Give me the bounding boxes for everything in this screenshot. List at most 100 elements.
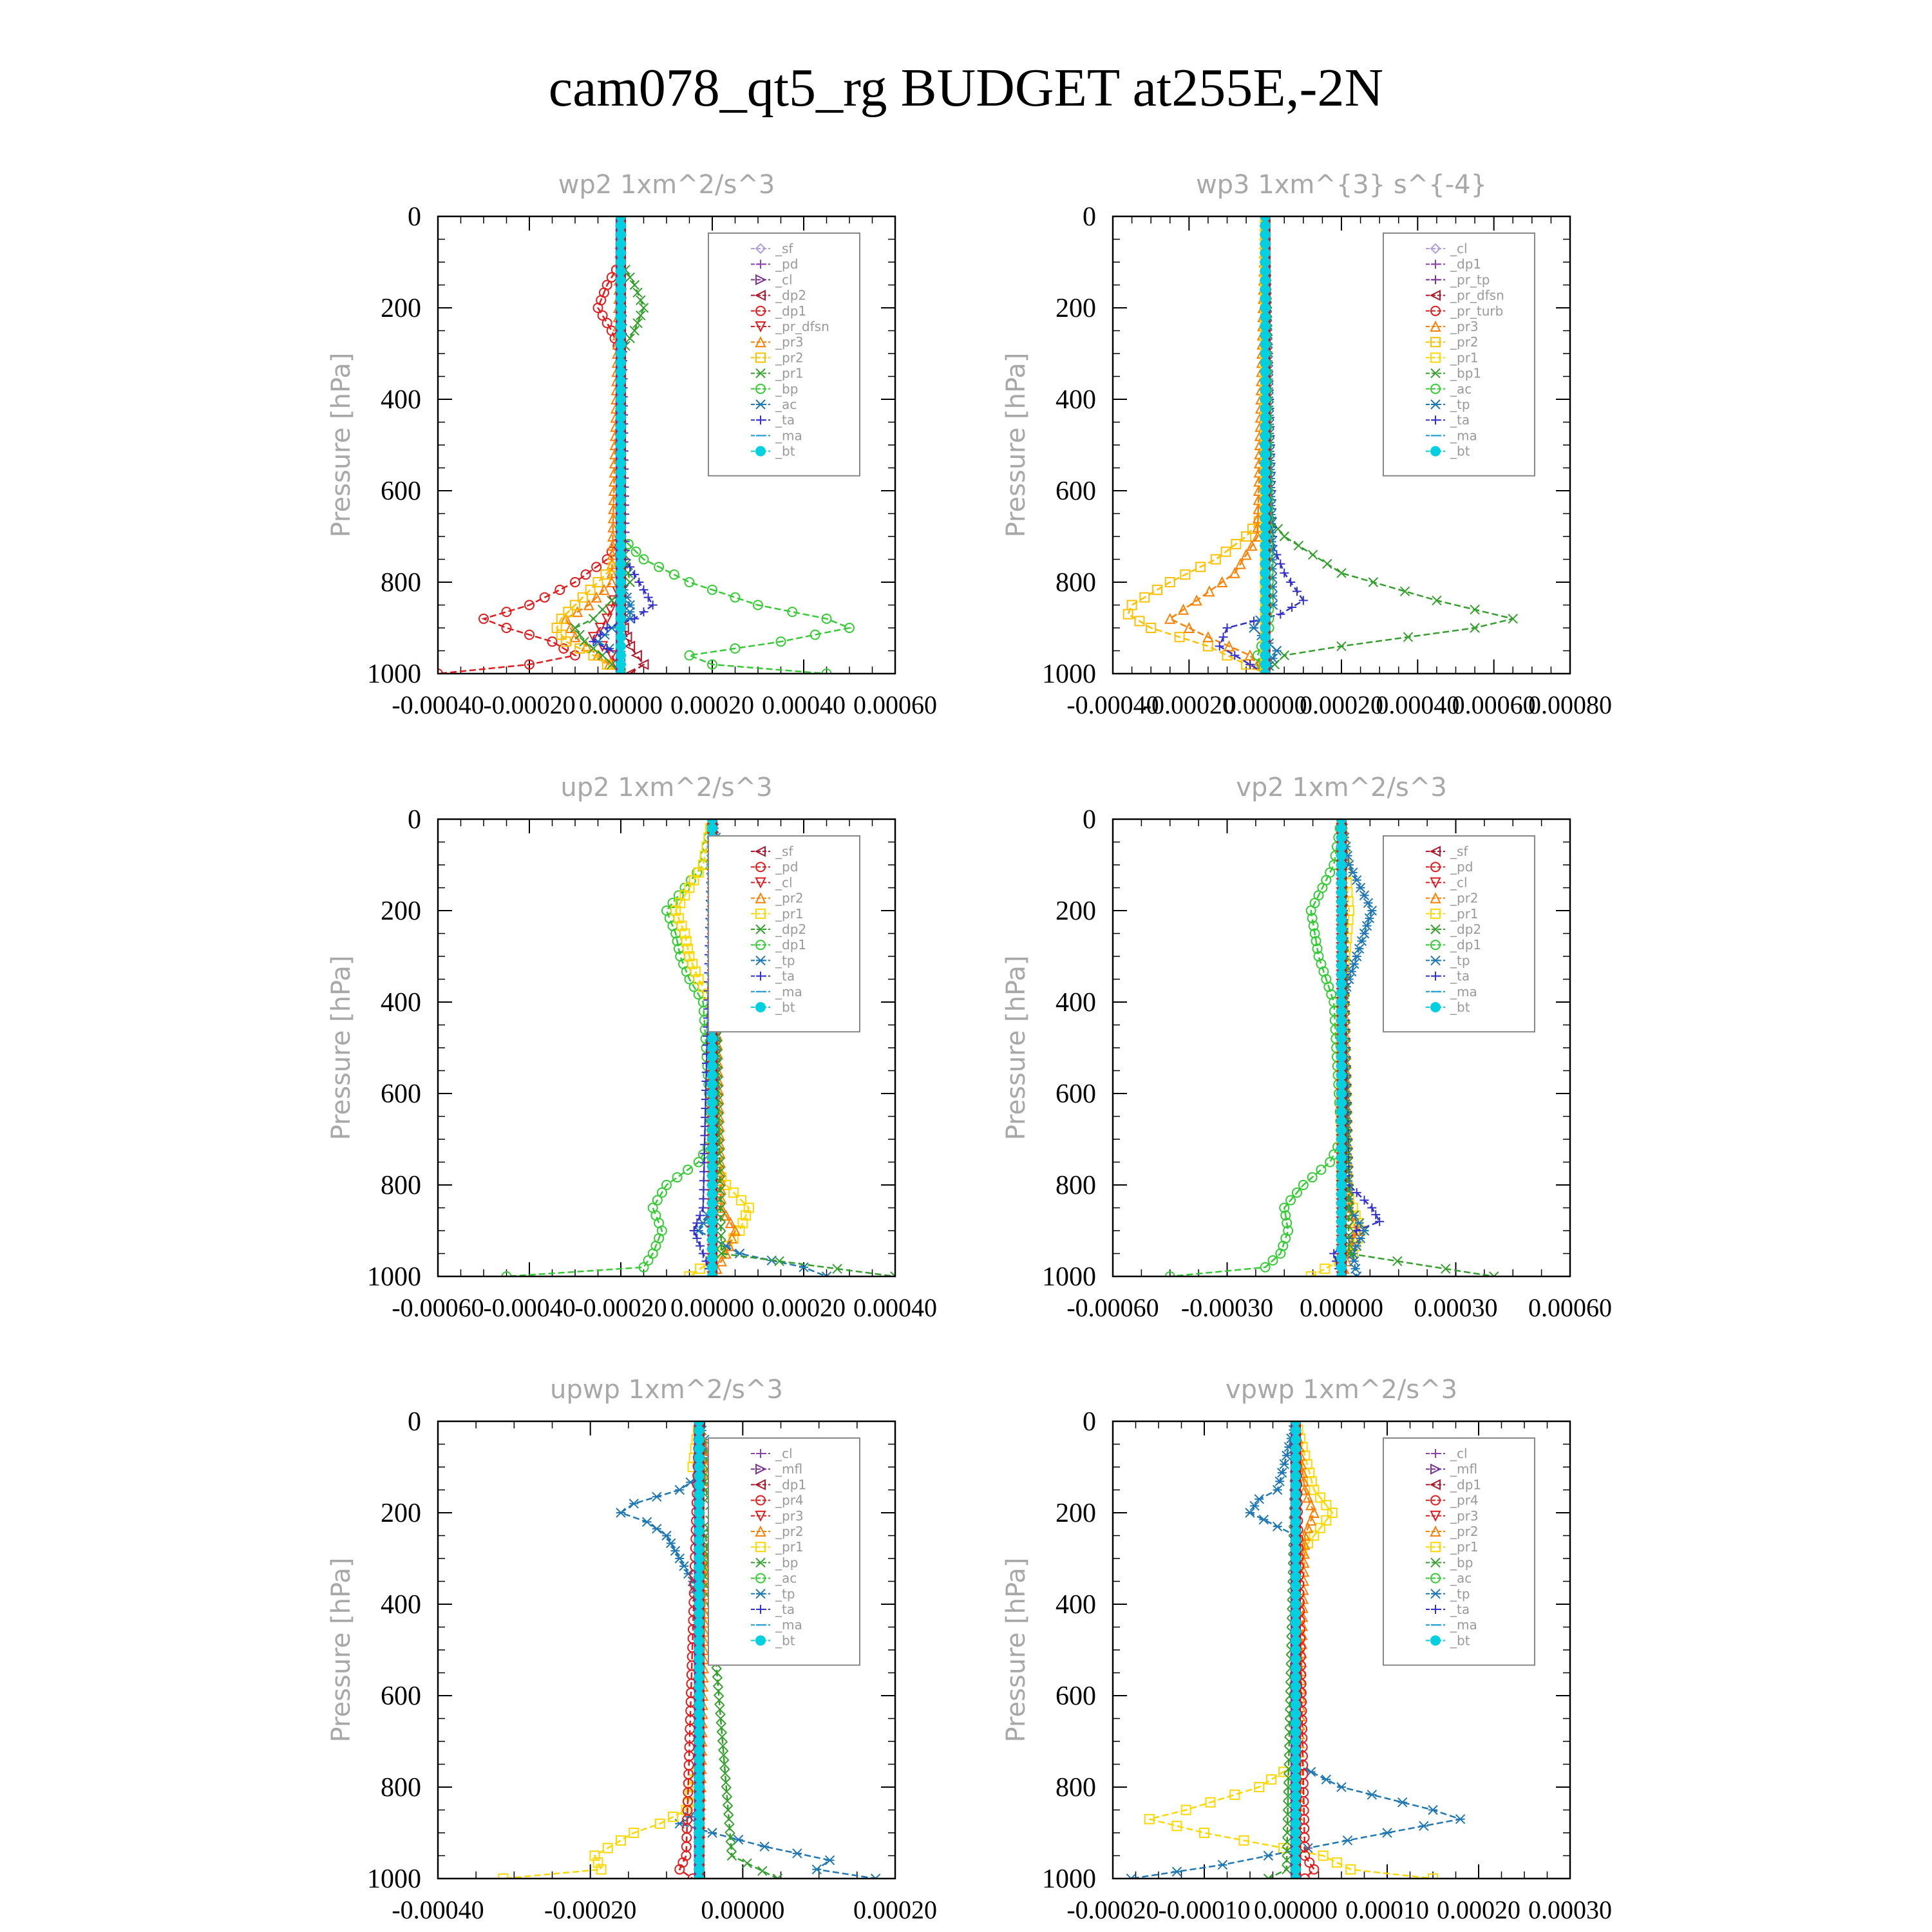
legend-entry: _dp1	[1450, 256, 1481, 272]
series-pr1-point	[681, 936, 692, 947]
y-axis-label: Pressure [hPa]	[327, 353, 356, 538]
series-bt-point	[1291, 1452, 1301, 1463]
legend-entry: _bp	[775, 1555, 798, 1570]
series-pr1-point	[597, 604, 608, 615]
series-bt-point	[616, 577, 626, 587]
series-bt-point	[1260, 312, 1271, 323]
series-bt-point	[616, 513, 626, 524]
series-bp-point	[1282, 1837, 1293, 1847]
legend-entry: _bt	[775, 999, 795, 1015]
series-bt-point	[694, 1736, 705, 1747]
y-tick-label: 1000	[367, 1864, 421, 1894]
legend-box	[708, 232, 860, 477]
series-ta-point	[1359, 1195, 1369, 1205]
legend-marker	[755, 908, 766, 919]
legend-entry: _pd	[775, 256, 798, 272]
series-bt-point	[1291, 1471, 1301, 1482]
series-bt-point	[1260, 229, 1271, 240]
legend-marker	[755, 1557, 766, 1568]
series-pr1-point	[1327, 1508, 1338, 1518]
series-bt-point	[616, 220, 626, 231]
series-bt-point	[616, 257, 626, 267]
series-bt-point	[1291, 1544, 1301, 1555]
series-pr1-point	[1428, 1873, 1438, 1879]
legend-entry: _cl	[1450, 1446, 1468, 1461]
series-tp-point	[870, 1873, 881, 1879]
series-bt-point	[1336, 978, 1347, 989]
series-dp2-point	[1488, 1271, 1499, 1276]
series-pr2-point	[720, 1209, 732, 1221]
series-pr3-point	[1183, 621, 1195, 633]
series-tp-point	[1363, 898, 1374, 908]
x-tick-label: 0.00060	[1528, 1293, 1612, 1322]
series-tp-point	[1342, 1835, 1353, 1846]
series-bt-point	[707, 1061, 717, 1072]
series-bt-point	[707, 1143, 717, 1154]
series-tp-point	[1126, 1873, 1137, 1879]
series-dp2-point	[716, 1239, 726, 1250]
series-dp1-point	[501, 607, 512, 618]
series-ta-point	[698, 1249, 708, 1258]
series-bt-point	[1291, 1608, 1301, 1619]
y-axis-label: Pressure [hPa]	[327, 1558, 356, 1743]
series-dp1-point	[1325, 1157, 1336, 1168]
series-dp1-point	[1311, 936, 1321, 947]
series-pr1-point	[683, 943, 694, 954]
series-pr1-point	[589, 1850, 600, 1861]
series-pr4-point	[1300, 1873, 1311, 1879]
series-bt-point	[1291, 1498, 1301, 1509]
series-bt-point	[1260, 440, 1271, 450]
series-pr1-point	[1309, 1484, 1320, 1495]
series-ta-point	[602, 623, 612, 632]
y-tick-label: 200	[381, 1499, 421, 1528]
series-ta-point	[698, 1203, 708, 1213]
series-tp-point	[1361, 920, 1372, 931]
series-dp1-point	[539, 592, 550, 603]
legend-entry: _dp2	[775, 288, 806, 303]
y-axis-label: Pressure [hPa]	[1001, 1558, 1031, 1743]
series-pr1-point	[579, 636, 589, 647]
series-bp1-point	[1470, 623, 1480, 633]
series-bt-point	[1260, 549, 1271, 560]
legend-marker	[1430, 383, 1441, 394]
series-tp-point	[1428, 1804, 1438, 1815]
series-bt-point	[1291, 1462, 1301, 1472]
series-ta-point	[1245, 659, 1255, 669]
x-tick-label: 0.00060	[853, 690, 937, 719]
series-bt-point	[1260, 321, 1271, 332]
series-bt-point	[1260, 558, 1271, 569]
series-bt-point	[694, 1645, 705, 1655]
series-bt-point	[616, 549, 626, 560]
legend-entry: _bt	[775, 1633, 795, 1648]
series-tp-point	[1321, 1774, 1332, 1785]
series-tp-point	[1348, 867, 1358, 878]
legend-entry: _bt	[775, 444, 795, 459]
series-ta-point	[1222, 623, 1232, 632]
y-tick-label: 400	[381, 988, 421, 1018]
series-bt-point	[694, 1599, 705, 1609]
series-bt-point	[707, 1115, 717, 1126]
legend-box	[1383, 835, 1535, 1033]
series-dp2-point	[715, 1203, 726, 1213]
series-bp1-point	[1307, 549, 1318, 560]
legend-entry: _dp1	[775, 1477, 806, 1492]
series-bt-point	[707, 1180, 717, 1190]
series-bt-point	[707, 1134, 717, 1144]
series-bt-point	[1291, 1645, 1301, 1655]
x-tick-label: 0.00030	[1414, 1293, 1498, 1322]
series-bt-point	[707, 1170, 717, 1181]
legend-entry: _pr2	[1450, 334, 1479, 350]
series-bp-point	[757, 1866, 768, 1876]
series-dp1-point	[683, 1164, 694, 1175]
legend-marker	[1430, 368, 1441, 379]
series-bp-line	[1267, 1421, 1297, 1879]
series-bt-point	[1336, 1170, 1347, 1181]
series-pr1-point	[625, 333, 635, 344]
series-ta-point	[643, 592, 653, 602]
series-bt-point	[707, 823, 717, 834]
series-pr1-line	[503, 1421, 753, 1879]
series-bt-point	[616, 531, 626, 542]
series-dp1-point	[1279, 1202, 1290, 1213]
series-pr2-point	[1139, 592, 1150, 603]
legend: _sf_pd_cl_pr2_pr1_dp2_dp1_tp_ta_ma_bt	[708, 835, 860, 1033]
